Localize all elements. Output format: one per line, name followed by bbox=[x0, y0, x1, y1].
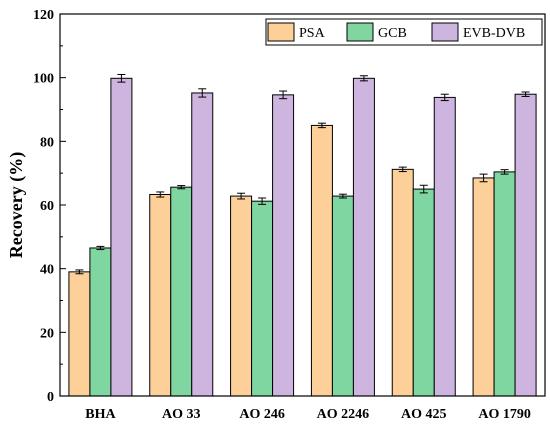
axes-layer: 0 20 40 60 80 100 120 BHA AO 33 AO 246 AO 2246 AO 4… bbox=[33, 8, 546, 422]
y-axis-title: Recovery (%) bbox=[6, 152, 27, 258]
bar bbox=[68, 271, 91, 397]
bar bbox=[191, 92, 214, 397]
bar bbox=[110, 77, 133, 397]
bar bbox=[89, 247, 112, 397]
bar bbox=[170, 186, 193, 397]
x-tick-label: BHA bbox=[85, 407, 116, 422]
bar bbox=[149, 193, 172, 397]
bar bbox=[433, 96, 456, 397]
x-tick-label: AO 425 bbox=[401, 407, 447, 422]
bar bbox=[331, 195, 354, 397]
y-tick-label: 40 bbox=[40, 263, 54, 278]
legend-label: GCB bbox=[378, 26, 407, 41]
y-tick-label: 100 bbox=[33, 72, 54, 87]
bar bbox=[272, 94, 295, 397]
bar bbox=[352, 77, 375, 397]
legend-box bbox=[265, 18, 543, 46]
bar bbox=[310, 124, 333, 397]
legend: PSA GCB EVB-DVB bbox=[265, 18, 543, 46]
legend-label: PSA bbox=[299, 26, 326, 41]
y-tick-label: 120 bbox=[33, 8, 54, 23]
bar bbox=[514, 93, 537, 397]
bar bbox=[391, 168, 414, 397]
y-tick-label: 20 bbox=[40, 326, 54, 341]
x-tick-label: AO 246 bbox=[239, 407, 285, 422]
legend-swatch bbox=[267, 22, 295, 42]
bar bbox=[472, 177, 495, 397]
bar bbox=[493, 171, 516, 397]
bar bbox=[230, 195, 253, 397]
y-tick-label: 0 bbox=[47, 390, 54, 405]
y-tick-label: 80 bbox=[40, 135, 54, 150]
legend-swatch bbox=[346, 22, 374, 42]
y-tick-label: 60 bbox=[40, 199, 54, 214]
legend-swatch bbox=[431, 22, 459, 42]
bar bbox=[412, 188, 435, 397]
plot-frame bbox=[59, 13, 546, 397]
x-tick-label: AO 33 bbox=[162, 407, 201, 422]
bars-layer bbox=[68, 73, 537, 397]
x-tick-label: AO 2246 bbox=[317, 407, 370, 422]
bar bbox=[251, 200, 274, 397]
legend-label: EVB-DVB bbox=[463, 26, 525, 41]
x-tick-label: AO 1790 bbox=[478, 407, 531, 422]
